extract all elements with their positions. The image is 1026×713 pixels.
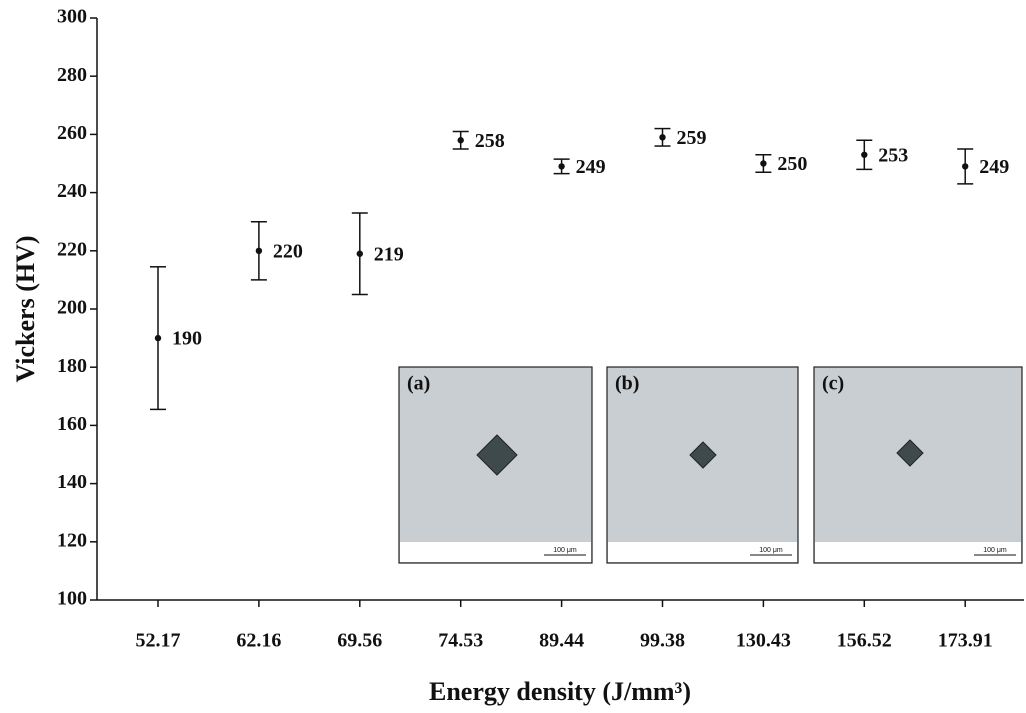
x-axis-title: Energy density (J/mm³) (429, 677, 691, 706)
y-tick-label: 300 (57, 6, 87, 28)
x-tick-label: 62.16 (236, 630, 281, 652)
data-point (962, 163, 969, 170)
y-tick-label: 260 (57, 122, 87, 144)
scale-bar-label: 100 μm (553, 547, 577, 554)
data-label: 249 (576, 156, 606, 178)
y-tick-label: 280 (57, 64, 87, 86)
data-point (861, 151, 868, 158)
inset-label: (b) (615, 373, 639, 395)
scale-bar-label: 100 μm (759, 547, 783, 554)
scale-bar-label: 100 μm (983, 547, 1007, 554)
data-label: 253 (878, 144, 908, 166)
y-tick-label: 200 (57, 297, 87, 319)
inset-scale-strip (608, 542, 797, 562)
inset-scale-strip (400, 542, 591, 562)
data-point (255, 247, 263, 254)
data-label: 220 (273, 240, 303, 262)
inset-label: (c) (822, 373, 844, 395)
indent-mark (896, 439, 924, 467)
inset-label: (a) (407, 373, 430, 395)
y-tick-label: 160 (57, 413, 87, 435)
data-point (356, 250, 363, 257)
inset-scale-strip (815, 542, 1021, 562)
x-tick-label: 173.91 (938, 630, 993, 652)
data-label: 250 (777, 153, 807, 175)
data-label: 190 (172, 328, 202, 350)
x-tick-label: 52.17 (136, 630, 181, 652)
y-tick-label: 100 (57, 588, 87, 610)
y-tick-label: 240 (57, 180, 87, 202)
data-point (558, 163, 565, 170)
x-tick-label: 99.38 (640, 630, 685, 652)
data-label: 219 (374, 243, 404, 265)
data-point (760, 160, 767, 167)
y-axis-title: Vickers (HV) (11, 235, 40, 382)
indent-mark (689, 441, 717, 469)
y-tick-label: 120 (57, 529, 87, 551)
data-label: 249 (979, 156, 1009, 178)
x-tick-label: 156.52 (837, 630, 892, 652)
x-tick-label: 74.53 (438, 630, 483, 652)
data-point (457, 137, 464, 144)
data-point (154, 334, 162, 342)
y-tick-label: 180 (57, 355, 87, 377)
data-label: 259 (677, 127, 707, 149)
indent-mark (476, 434, 518, 476)
inset-image (813, 366, 1023, 564)
y-tick-label: 140 (57, 471, 87, 493)
x-tick-label: 130.43 (736, 630, 791, 652)
y-tick-label: 220 (57, 238, 87, 260)
data-label: 258 (475, 130, 505, 152)
x-tick-label: 69.56 (337, 630, 382, 652)
x-tick-label: 89.44 (539, 630, 584, 652)
data-point (659, 134, 666, 141)
